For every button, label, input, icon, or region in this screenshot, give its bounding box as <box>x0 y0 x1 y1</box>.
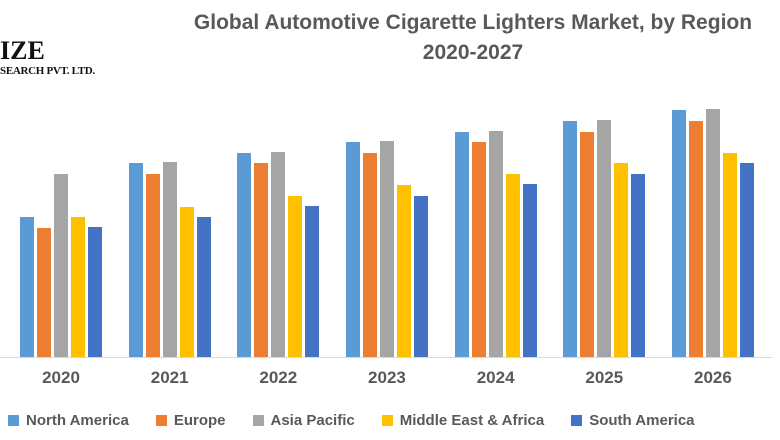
x-axis-line <box>0 357 772 358</box>
x-axis-label-2025: 2025 <box>585 368 624 387</box>
legend-label: South America <box>589 412 695 429</box>
x-axis-label-2020: 2020 <box>42 368 80 387</box>
chart-title: Global Automotive Cigarette Lighters Mar… <box>168 8 778 68</box>
bar-europe-2024 <box>471 142 486 357</box>
publisher-logo-text-bottom: SEARCH PVT. LTD. <box>0 65 95 77</box>
bar-asia-pacific-2022 <box>271 152 286 357</box>
bar-north-america-2021 <box>128 163 143 357</box>
bar-south-america-2021 <box>196 217 211 357</box>
legend-item-middle-east-africa: Middle East & Africa <box>381 412 545 429</box>
bar-group-2025 <box>563 120 646 357</box>
bar-europe-2023 <box>362 153 377 357</box>
bar-middle-east-africa-2025 <box>614 163 629 357</box>
bar-north-america-2022 <box>237 153 252 357</box>
x-axis-label-2024: 2024 <box>476 368 515 387</box>
legend-swatch-icon <box>8 415 19 426</box>
legend: North America Europe Asia Pacific Middle Ea… <box>8 412 695 429</box>
x-axis-label-2023: 2023 <box>368 368 406 387</box>
bar-south-america-2025 <box>631 174 646 357</box>
bar-asia-pacific-2023 <box>379 141 394 357</box>
legend-label: Asia Pacific <box>270 412 355 429</box>
bar-north-america-2020 <box>20 217 34 357</box>
bar-middle-east-africa-2021 <box>179 207 194 357</box>
bar-group-2020 <box>20 174 102 357</box>
bar-middle-east-africa-2026 <box>722 153 737 357</box>
bar-group-2023 <box>345 141 428 357</box>
bar-north-america-2026 <box>671 110 686 357</box>
bar-middle-east-africa-2023 <box>396 185 411 357</box>
legend-swatch-icon <box>381 415 393 426</box>
x-axis-label-2026: 2026 <box>694 368 732 387</box>
bar-north-america-2023 <box>345 142 360 357</box>
bar-group-2022 <box>237 152 320 357</box>
bar-europe-2020 <box>37 228 51 357</box>
bar-south-america-2022 <box>305 206 320 357</box>
chart-title-line2: 2020-2027 <box>422 41 524 64</box>
bar-europe-2025 <box>580 132 595 357</box>
legend-item-north-america: North America <box>8 412 129 429</box>
legend-swatch-icon <box>252 415 264 426</box>
x-axis-labels: 2020 2021 2022 2023 2024 2025 2026 <box>20 368 754 388</box>
bar-asia-pacific-2024 <box>488 131 503 357</box>
publisher-logo-text-top: IZE <box>0 36 45 65</box>
legend-swatch-icon <box>571 415 583 426</box>
bar-group-2024 <box>454 131 537 357</box>
bar-middle-east-africa-2024 <box>505 174 520 357</box>
bar-north-america-2025 <box>563 121 578 357</box>
bar-asia-pacific-2026 <box>705 109 720 357</box>
legend-item-asia-pacific: Asia Pacific <box>252 412 355 429</box>
bar-south-america-2020 <box>88 227 102 357</box>
bar-asia-pacific-2020 <box>54 174 68 357</box>
bar-middle-east-africa-2022 <box>288 196 303 357</box>
bar-group-2021 <box>128 162 211 357</box>
bar-europe-2022 <box>254 163 269 357</box>
bar-europe-2021 <box>145 174 160 357</box>
plot-area <box>20 97 754 357</box>
bar-europe-2026 <box>688 121 703 357</box>
bar-south-america-2026 <box>739 163 754 357</box>
legend-item-europe: Europe <box>155 412 226 429</box>
x-axis-label-2022: 2022 <box>259 368 298 387</box>
legend-item-south-america: South America <box>571 412 695 429</box>
publisher-logo: IZE SEARCH PVT. LTD. <box>0 38 95 77</box>
legend-label: North America <box>26 412 129 429</box>
bar-middle-east-africa-2020 <box>71 217 85 357</box>
bar-south-america-2023 <box>413 196 428 357</box>
legend-label: Middle East & Africa <box>399 412 545 429</box>
bar-south-america-2024 <box>522 184 537 357</box>
legend-label: Europe <box>173 412 226 429</box>
x-axis-label-2021: 2021 <box>150 368 189 387</box>
chart-title-line1: Global Automotive Cigarette Lighters Mar… <box>193 11 753 34</box>
bar-asia-pacific-2021 <box>162 162 177 357</box>
legend-swatch-icon <box>155 415 167 426</box>
bar-north-america-2024 <box>454 132 469 357</box>
bar-asia-pacific-2025 <box>597 120 612 357</box>
bar-group-2026 <box>671 109 754 357</box>
